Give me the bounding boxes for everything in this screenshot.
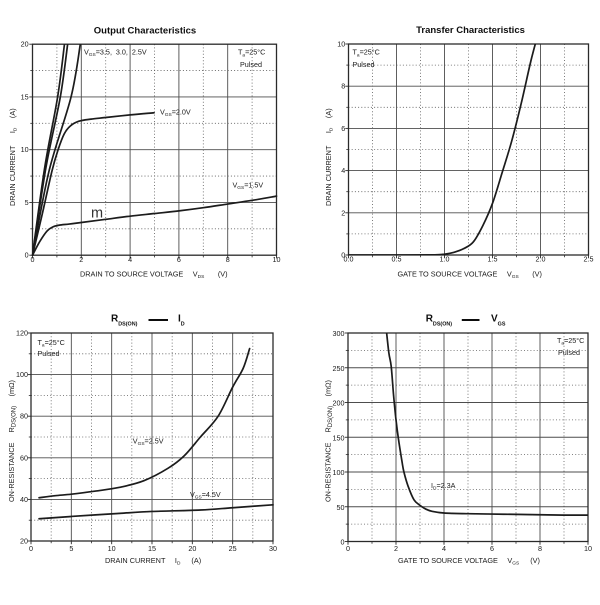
svg-text:0.0: 0.0 — [344, 255, 354, 264]
svg-text:0: 0 — [341, 251, 345, 260]
svg-text:1.0: 1.0 — [440, 255, 450, 264]
svg-text:10: 10 — [584, 544, 592, 553]
svg-text:4: 4 — [442, 544, 446, 553]
svg-text:2.0: 2.0 — [536, 255, 546, 264]
svg-text:50: 50 — [337, 503, 345, 512]
svg-text:Pulsed: Pulsed — [558, 348, 580, 357]
svg-text:4: 4 — [341, 166, 345, 175]
svg-text:10: 10 — [108, 544, 116, 553]
svg-text:0: 0 — [346, 544, 350, 553]
svg-text:Pulsed: Pulsed — [38, 349, 60, 358]
svg-text:Ta=25°C: Ta=25°C — [557, 336, 584, 347]
svg-text:120: 120 — [16, 329, 28, 338]
svg-text:6: 6 — [177, 255, 181, 264]
svg-text:Pulsed: Pulsed — [240, 60, 262, 69]
svg-text:150: 150 — [333, 433, 345, 442]
svg-text:300: 300 — [333, 329, 345, 338]
svg-text:1.5: 1.5 — [488, 255, 498, 264]
svg-text:DRAIN CURRENTID(A): DRAIN CURRENTID(A) — [105, 556, 201, 567]
svg-text:m: m — [91, 206, 103, 222]
svg-text:6: 6 — [341, 124, 345, 133]
svg-text:8: 8 — [226, 255, 230, 264]
svg-text:8: 8 — [341, 82, 345, 91]
svg-text:5: 5 — [69, 544, 73, 553]
svg-text:20: 20 — [21, 40, 29, 49]
svg-text:15: 15 — [21, 92, 29, 101]
svg-text:VGS=3.5, 3.0, 2.5V: VGS=3.5, 3.0, 2.5V — [84, 48, 147, 59]
svg-text:Transfer Characteristics: Transfer Characteristics — [416, 25, 525, 36]
svg-text:250: 250 — [333, 364, 345, 373]
svg-text:60: 60 — [20, 453, 28, 462]
svg-text:VGS=4.5V: VGS=4.5V — [190, 490, 221, 501]
svg-text:80: 80 — [20, 412, 28, 421]
svg-text:0: 0 — [25, 251, 29, 260]
svg-text:Pulsed: Pulsed — [353, 60, 375, 69]
svg-text:Ta=25°C: Ta=25°C — [238, 48, 265, 59]
svg-text:0: 0 — [31, 255, 35, 264]
svg-text:100: 100 — [16, 370, 28, 379]
svg-text:2: 2 — [79, 255, 83, 264]
svg-text:DRAIN CURRENTID(A): DRAIN CURRENTID(A) — [324, 108, 335, 206]
svg-text:10: 10 — [273, 255, 281, 264]
svg-text:40: 40 — [20, 495, 28, 504]
svg-text:10: 10 — [337, 40, 345, 49]
svg-text:25: 25 — [229, 544, 237, 553]
svg-text:5: 5 — [25, 198, 29, 207]
svg-text:0: 0 — [341, 538, 345, 547]
svg-text:ID=2.3A: ID=2.3A — [431, 481, 456, 492]
svg-text:DRAIN CURRENTID(A): DRAIN CURRENTID(A) — [8, 108, 19, 206]
svg-text:4: 4 — [128, 255, 132, 264]
svg-text:20: 20 — [188, 544, 196, 553]
svg-text:0.5: 0.5 — [392, 255, 402, 264]
svg-text:15: 15 — [148, 544, 156, 553]
svg-text:20: 20 — [20, 537, 28, 546]
svg-text:2: 2 — [394, 544, 398, 553]
svg-text:2: 2 — [341, 208, 345, 217]
svg-text:VGS=1.5V: VGS=1.5V — [233, 180, 264, 191]
svg-text:Output Characteristics: Output Characteristics — [94, 26, 196, 37]
svg-text:100: 100 — [333, 468, 345, 477]
svg-text:VGS=2.0V: VGS=2.0V — [160, 108, 191, 119]
svg-text:8: 8 — [538, 544, 542, 553]
svg-text:Ta=25°C: Ta=25°C — [38, 338, 65, 349]
svg-text:200: 200 — [333, 399, 345, 408]
svg-text:6: 6 — [490, 544, 494, 553]
svg-text:10: 10 — [21, 145, 29, 154]
svg-text:2.5: 2.5 — [584, 255, 594, 264]
svg-text:Ta=25°C: Ta=25°C — [353, 48, 380, 59]
svg-text:VGS=2.5V: VGS=2.5V — [133, 436, 164, 447]
svg-text:0: 0 — [29, 544, 33, 553]
svg-text:30: 30 — [269, 544, 277, 553]
